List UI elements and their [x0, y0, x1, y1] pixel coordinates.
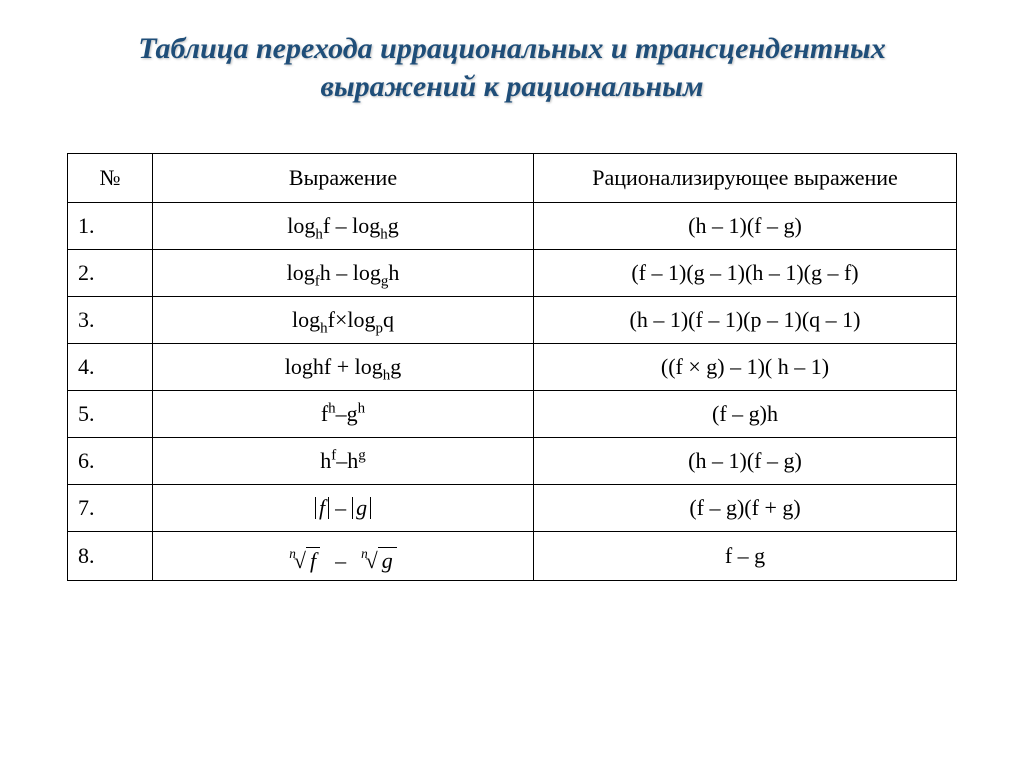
expression-cell: hf–hg	[153, 438, 534, 485]
table-row: 7.f – g(f – g)(f + g)	[68, 485, 957, 532]
rationalizing-cell: (h – 1)(f – 1)(p – 1)(q – 1)	[534, 297, 957, 344]
rationalizing-cell: f – g	[534, 532, 957, 581]
row-number: 7.	[68, 485, 153, 532]
expression-cell: loghf – loghg	[153, 203, 534, 250]
row-number: 1.	[68, 203, 153, 250]
table-row: 8.n√f – n√gf – g	[68, 532, 957, 581]
rationalizing-cell: (h – 1)(f – g)	[534, 438, 957, 485]
table-row: 6.hf–hg(h – 1)(f – g)	[68, 438, 957, 485]
rationalizing-cell: (f – g)(f + g)	[534, 485, 957, 532]
row-number: 8.	[68, 532, 153, 581]
table-row: 4.loghf + loghg((f × g) – 1)( h – 1)	[68, 344, 957, 391]
row-number: 6.	[68, 438, 153, 485]
expression-cell: f – g	[153, 485, 534, 532]
page-title: Таблица перехода иррациональных и трансц…	[72, 30, 952, 105]
expression-cell: loghf×logpq	[153, 297, 534, 344]
expression-cell: logfh – loggh	[153, 250, 534, 297]
header-row: № Выражение Рационализирующее выражение	[68, 154, 957, 203]
header-num: №	[68, 154, 153, 203]
header-expr: Выражение	[153, 154, 534, 203]
table-row: 3.loghf×logpq(h – 1)(f – 1)(p – 1)(q – 1…	[68, 297, 957, 344]
table-row: 5.fh–gh(f – g)h	[68, 391, 957, 438]
row-number: 5.	[68, 391, 153, 438]
row-number: 2.	[68, 250, 153, 297]
rationalizing-cell: (f – 1)(g – 1)(h – 1)(g – f)	[534, 250, 957, 297]
row-number: 3.	[68, 297, 153, 344]
row-number: 4.	[68, 344, 153, 391]
expression-cell: n√f – n√g	[153, 532, 534, 581]
slide: Таблица перехода иррациональных и трансц…	[0, 0, 1024, 768]
table-row: 1.loghf – loghg(h – 1)(f – g)	[68, 203, 957, 250]
rationalizing-cell: ((f × g) – 1)( h – 1)	[534, 344, 957, 391]
rationalizing-cell: (h – 1)(f – g)	[534, 203, 957, 250]
expression-cell: loghf + loghg	[153, 344, 534, 391]
table-row: 2.logfh – loggh(f – 1)(g – 1)(h – 1)(g –…	[68, 250, 957, 297]
rationalizing-cell: (f – g)h	[534, 391, 957, 438]
expression-cell: fh–gh	[153, 391, 534, 438]
header-rat: Рационализирующее выражение	[534, 154, 957, 203]
conversion-table: № Выражение Рационализирующее выражение …	[67, 153, 957, 581]
table-body: 1.loghf – loghg(h – 1)(f – g)2.logfh – l…	[68, 203, 957, 581]
